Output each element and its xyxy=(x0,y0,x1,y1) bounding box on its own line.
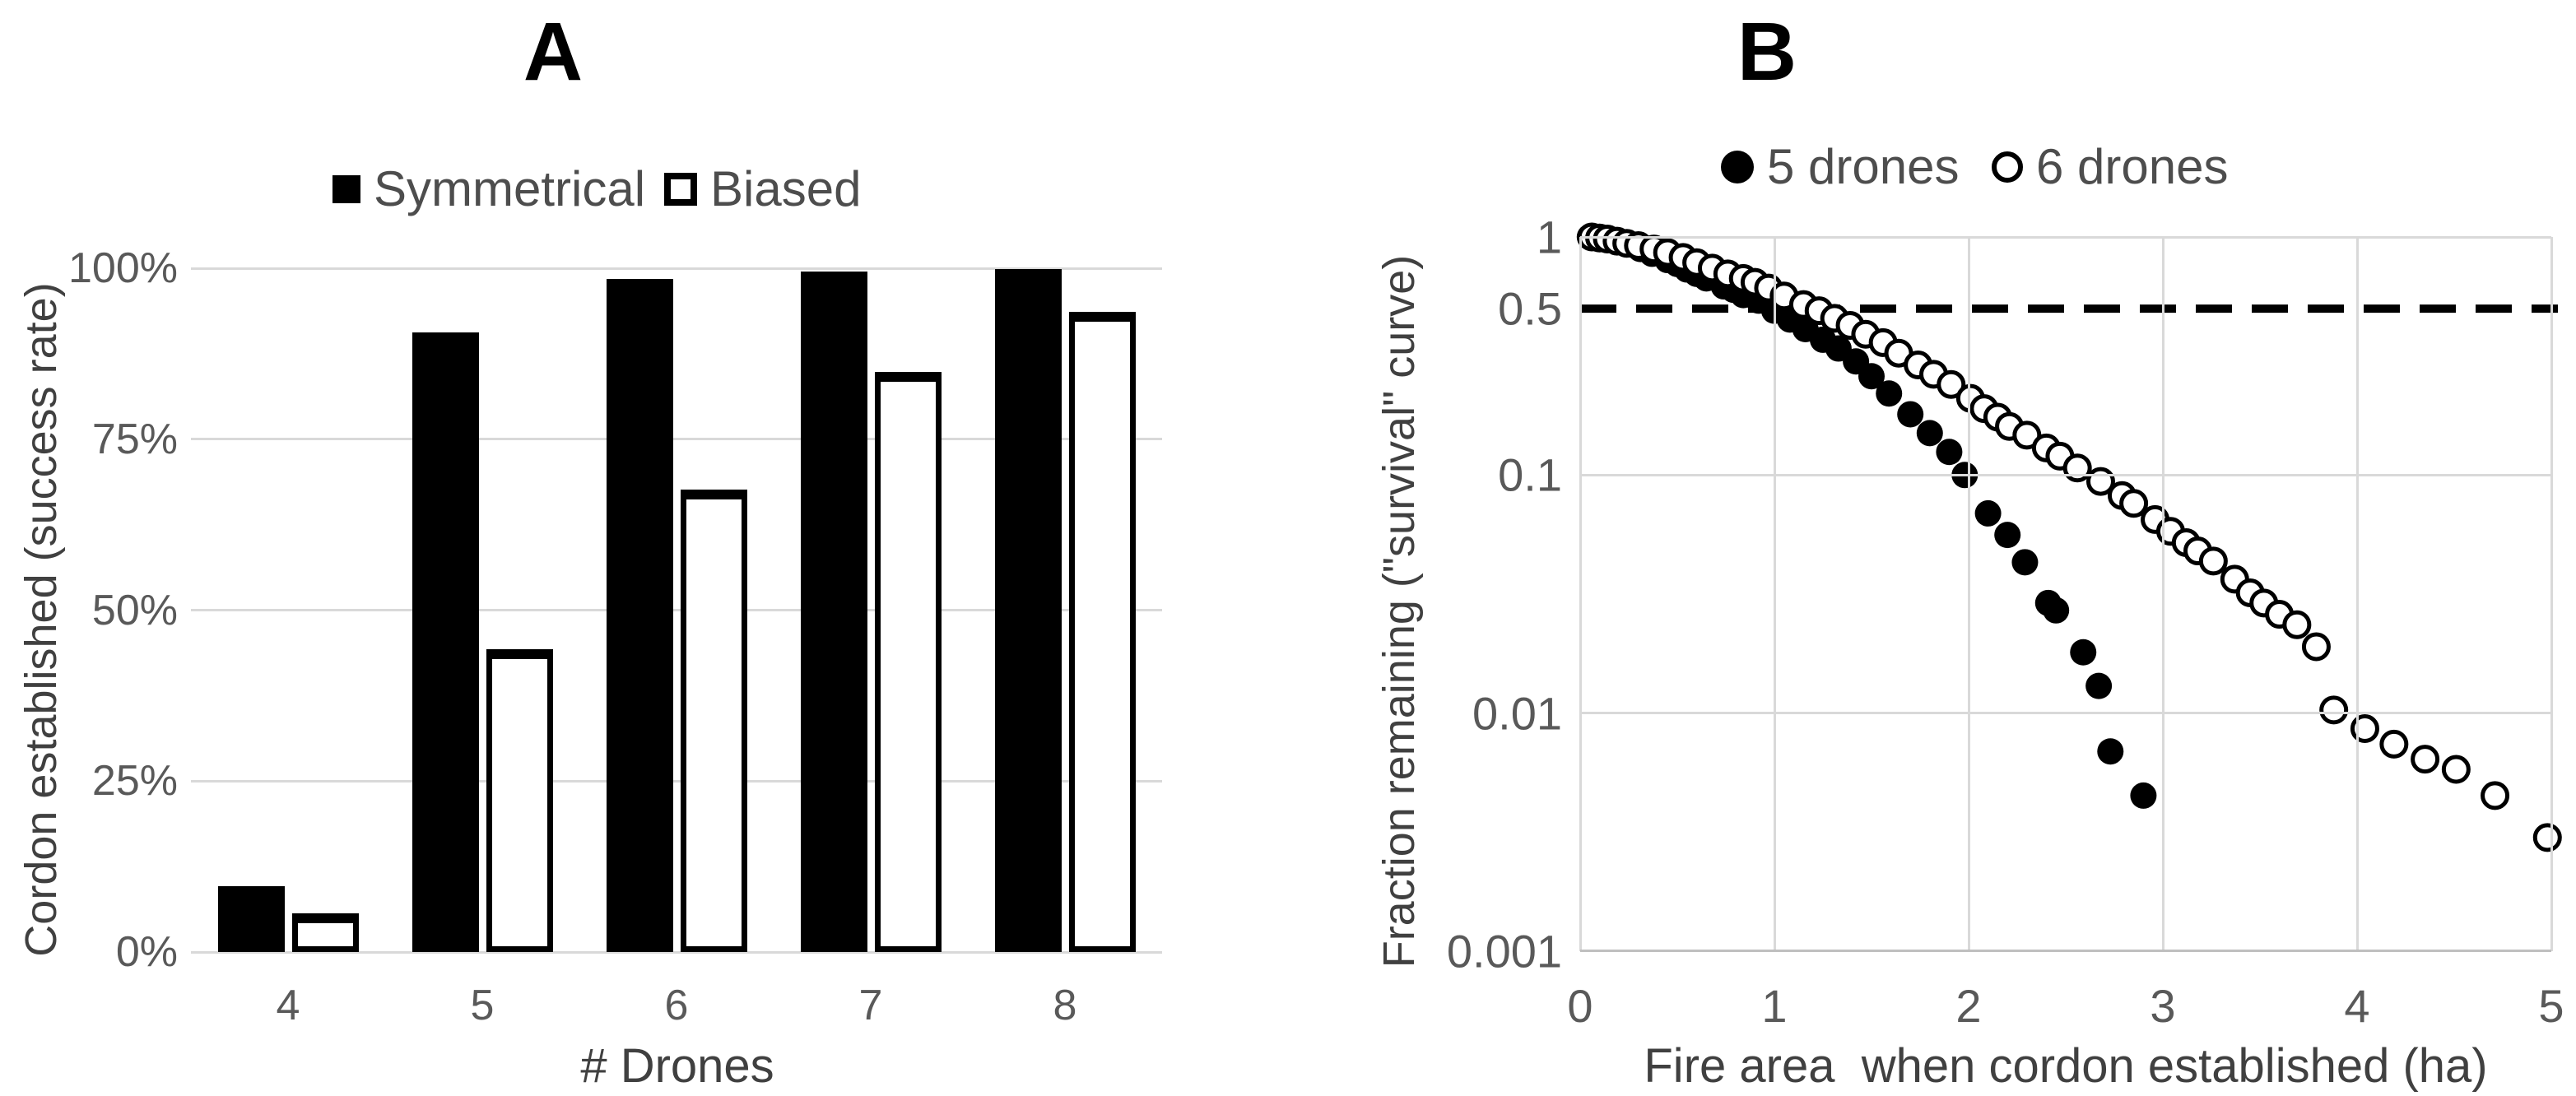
panel-b-y-tick-0.5: 0.5 xyxy=(1498,282,1562,335)
panel-b-x-tick-4: 4 xyxy=(2344,980,2370,1032)
scatter-point xyxy=(2119,489,2149,518)
panel-a-y-tick-75: 75% xyxy=(91,415,178,463)
panel-b-gridline-x4 xyxy=(2355,237,2359,951)
scatter-point xyxy=(1858,363,1885,390)
panel-a-gridline-50 xyxy=(191,609,1162,611)
scatter-point xyxy=(2481,781,2510,810)
panel-a-y-tick-50: 50% xyxy=(91,586,178,634)
series-6-drones xyxy=(1577,222,2562,852)
panel-b-y-tick-1: 1 xyxy=(1536,211,1562,263)
scatter-point xyxy=(2043,597,2070,624)
legend-item-symmetrical: Symmetrical xyxy=(332,160,645,217)
panel-b-x-tick-2: 2 xyxy=(1955,980,1982,1032)
panel-a-x-axis-title: # Drones xyxy=(580,1039,774,1093)
scatter-point xyxy=(1937,369,1966,399)
scatter-point xyxy=(1936,439,1963,466)
panel-b-gridline-x1 xyxy=(1773,237,1776,951)
panel-a-x-tick-7: 7 xyxy=(858,982,883,1029)
biased-swatch-icon xyxy=(664,172,697,206)
panel-b-x-axis-title: Fire area when cordon established (ha) xyxy=(1644,1039,2488,1093)
panel-b-gridline-x5 xyxy=(2550,237,2553,951)
scatter-point xyxy=(2411,745,2440,774)
panel-a-y-tick-0: 0% xyxy=(115,928,178,976)
scatter-point xyxy=(2198,546,2228,576)
panel-b-y-tick-0.01: 0.01 xyxy=(1472,687,1562,740)
panel-b-gridline-y0.01 xyxy=(1580,712,2551,715)
scatter-point xyxy=(2379,729,2409,759)
panel-b-x-tick-1: 1 xyxy=(1761,980,1788,1032)
bar-symmetrical-5 xyxy=(412,332,479,952)
panel-b-gridline-y0.1 xyxy=(1580,473,2551,476)
panel-b-gridline-x2 xyxy=(1967,237,1970,951)
bar-biased-5 xyxy=(486,648,553,952)
scatter-point xyxy=(2282,610,2312,639)
panel-a-gridline-0 xyxy=(191,950,1162,954)
scatter-point xyxy=(2532,823,2562,852)
bar-symmetrical-4 xyxy=(218,886,285,952)
bar-biased-6 xyxy=(681,490,747,952)
legend-item-6-drones: 6 drones xyxy=(1992,138,2229,195)
panel-a-x-tick-6: 6 xyxy=(664,982,689,1029)
panel-a-x-tick-5: 5 xyxy=(470,982,495,1029)
panel-a-gridline-75 xyxy=(191,438,1162,441)
scatter-point xyxy=(2350,714,2379,744)
legend-label-6-drones: 6 drones xyxy=(2036,139,2229,194)
panel-a-title: A xyxy=(523,6,584,98)
scatter-point xyxy=(1876,380,1903,407)
scatter-point xyxy=(1916,420,1943,447)
scatter-point xyxy=(1897,401,1924,428)
panel-a-y-tick-100: 100% xyxy=(68,244,178,292)
bar-symmetrical-7 xyxy=(801,272,867,952)
panel-b-y-axis-title: Fraction remaining ("survival" curve) xyxy=(1374,254,1424,968)
bar-biased-8 xyxy=(1069,312,1136,952)
panel-b-gridline-y0.001 xyxy=(1580,950,2551,953)
panel-b-x-tick-0: 0 xyxy=(1567,980,1593,1032)
scatter-point xyxy=(2130,782,2157,809)
legend-label-5-drones: 5 drones xyxy=(1767,139,1960,194)
legend-item-5-drones: 5 drones xyxy=(1721,138,1960,195)
panel-b-x-tick-5: 5 xyxy=(2538,980,2564,1032)
scatter-point xyxy=(1974,499,2002,527)
panel-a-gridline-100 xyxy=(191,267,1162,270)
five-drones-swatch-icon xyxy=(1721,150,1754,183)
panel-b-gridline-y1 xyxy=(1580,235,2551,239)
scatter-point xyxy=(2062,453,2092,483)
bar-biased-4 xyxy=(292,913,359,952)
panel-a-x-tick-4: 4 xyxy=(276,982,300,1029)
scatter-point xyxy=(2097,738,2124,765)
scatter-point xyxy=(2441,755,2471,784)
scatter-point xyxy=(1994,522,2021,549)
panel-b-scatter-layer xyxy=(1576,222,2562,852)
bar-symmetrical-6 xyxy=(607,279,673,952)
panel-b-gridline-x0 xyxy=(1579,237,1582,951)
scatter-point xyxy=(2319,695,2349,725)
panel-b-y-tick-0.001: 0.001 xyxy=(1446,925,1562,978)
bar-biased-7 xyxy=(875,372,942,952)
panel-a-gridline-25 xyxy=(191,779,1162,783)
scatter-point xyxy=(2011,549,2039,576)
legend-label-biased: Biased xyxy=(710,161,862,216)
bar-symmetrical-8 xyxy=(995,268,1062,952)
scatter-point xyxy=(2085,672,2113,699)
panel-b-gridline-x3 xyxy=(2161,237,2164,951)
legend-label-symmetrical: Symmetrical xyxy=(374,161,646,216)
panel-b-x-tick-3: 3 xyxy=(2150,980,2176,1032)
scatter-point xyxy=(2012,420,2042,450)
legend-item-biased: Biased xyxy=(664,160,861,217)
panel-a-y-tick-25: 25% xyxy=(91,757,178,806)
scatter-point xyxy=(2301,632,2331,662)
panel-b-y-tick-0.1: 0.1 xyxy=(1498,448,1562,501)
panel-a-x-tick-8: 8 xyxy=(1053,982,1077,1029)
symmetrical-swatch-icon xyxy=(332,174,360,203)
scatter-point xyxy=(2070,639,2097,666)
six-drones-swatch-icon xyxy=(1992,151,2023,183)
panel-b-title: B xyxy=(1737,6,1797,98)
